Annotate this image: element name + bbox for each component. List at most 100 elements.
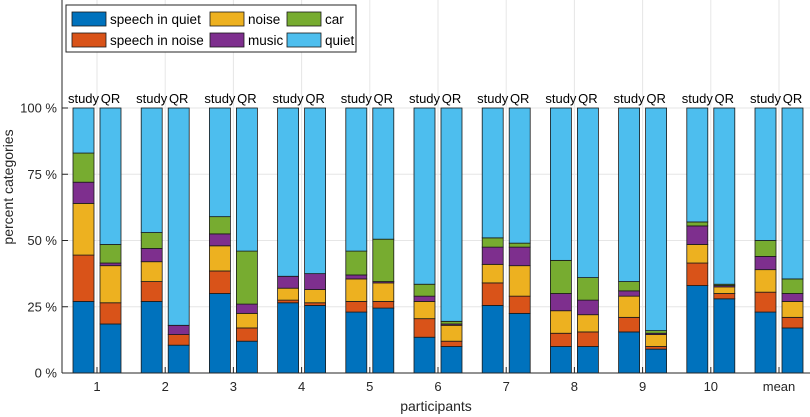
bar-label: QR	[101, 91, 121, 106]
bar-label: study	[750, 91, 782, 106]
bar-segment	[618, 331, 640, 374]
bar-label: study	[409, 91, 441, 106]
legend-label: noise	[248, 12, 280, 27]
bar-segment	[508, 242, 531, 248]
bar-segment	[304, 273, 327, 290]
bar-label: QR	[646, 91, 666, 106]
bar-segment	[140, 301, 163, 374]
bar-segment	[440, 340, 463, 347]
legend-label: car	[325, 12, 344, 27]
bar-segment	[754, 311, 777, 374]
legend-label: quiet	[325, 33, 355, 48]
bar-segment	[208, 293, 231, 374]
bar-label: QR	[578, 91, 598, 106]
y-tick-label: 75 %	[27, 167, 57, 182]
legend-swatch	[286, 11, 322, 27]
bar-segment	[140, 107, 163, 233]
bar-segment	[577, 107, 599, 279]
x-tick-labels: 1 2 3 4 5 6 7 8 9 10 mean	[93, 379, 795, 394]
y-tick-label: 100 %	[20, 101, 57, 116]
bar-segment	[99, 265, 122, 304]
bar-segment	[208, 107, 231, 218]
bar-segment	[781, 278, 804, 294]
legend-swatch	[71, 32, 107, 48]
bar-segment	[618, 290, 640, 297]
x-tick-label: 5	[366, 379, 373, 394]
bar-segment	[618, 316, 640, 333]
bar-segment	[235, 312, 258, 329]
bar-segment	[713, 298, 736, 374]
bar-segment	[167, 107, 190, 326]
bar-segment	[167, 324, 190, 335]
bar-segment	[345, 301, 368, 313]
bar-segment	[645, 107, 667, 332]
bar-segment	[372, 107, 395, 240]
bar-segment	[277, 302, 300, 374]
bar-segment	[208, 216, 231, 235]
bar-segment	[754, 269, 777, 293]
bar-label: QR	[305, 91, 325, 106]
bar-segment	[508, 246, 531, 267]
bar-segment	[781, 301, 804, 318]
bar-segment	[99, 302, 122, 325]
bar-segment	[72, 107, 95, 154]
bar-segment	[140, 261, 163, 282]
x-tick-label: 8	[571, 379, 578, 394]
bar-segment	[686, 285, 709, 374]
bar-segment	[235, 340, 258, 374]
x-axis-label: participants	[400, 398, 472, 414]
bar-segment	[345, 250, 368, 276]
bar-segment	[208, 245, 231, 272]
bar-segment	[372, 238, 395, 282]
bar-segment	[754, 291, 777, 313]
bar-segment	[440, 346, 463, 374]
bar-segment	[508, 265, 531, 297]
legend-swatch	[71, 11, 107, 27]
legend-label: music	[248, 33, 284, 48]
bar-segment	[413, 336, 436, 374]
bar-segment	[345, 278, 368, 302]
bar-segment	[550, 346, 572, 374]
bar-segment	[72, 301, 95, 374]
bar-segment	[481, 237, 504, 248]
bar-label: QR	[237, 91, 257, 106]
bar-labels: study QR study QR study QR study QR study QR study…	[68, 91, 802, 106]
bar-segment	[72, 181, 95, 204]
x-tick-label: 4	[298, 379, 305, 394]
bar-segment	[713, 293, 736, 300]
bar-segment	[481, 282, 504, 306]
bar-segment	[645, 348, 667, 374]
y-tick-label: 0 %	[35, 366, 58, 381]
bar-segment	[304, 305, 327, 374]
bar-label: study	[273, 91, 305, 106]
bar-segment	[645, 334, 667, 347]
bar-segment	[550, 310, 572, 334]
axes	[61, 0, 810, 374]
y-axis-label: percent categories	[0, 129, 16, 244]
bar-segment	[372, 307, 395, 374]
bar-segment	[781, 107, 804, 280]
bar-segment	[372, 301, 395, 309]
bar-segment	[413, 318, 436, 338]
bar-segment	[713, 107, 736, 285]
bar-segment	[754, 255, 777, 271]
x-tick-label: mean	[763, 379, 796, 394]
bar-segment	[577, 314, 599, 333]
bar-segment	[577, 277, 599, 301]
bar-label: QR	[169, 91, 189, 106]
bar-segment	[713, 286, 736, 294]
bar-segment	[577, 331, 599, 347]
y-tick-label: 50 %	[27, 233, 57, 248]
bar-segment	[754, 107, 777, 241]
bar-label: study	[341, 91, 373, 106]
bar-segment	[99, 244, 122, 264]
bar-segment	[618, 107, 640, 282]
bar-segment	[235, 327, 258, 342]
bar-label: QR	[510, 91, 530, 106]
bar-segment	[235, 107, 258, 252]
bar-segment	[550, 332, 572, 347]
bar-label: study	[614, 91, 646, 106]
legend-swatch	[286, 32, 322, 48]
bar-segment	[208, 270, 231, 294]
legend-swatch	[209, 32, 245, 48]
